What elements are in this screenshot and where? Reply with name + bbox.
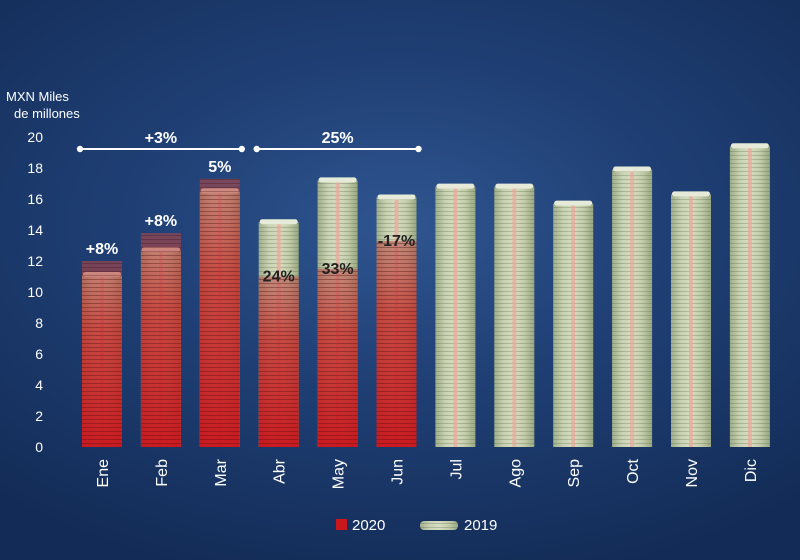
y-axis-title: MXN Miles de millones — [6, 89, 80, 121]
y-tick-label: 14 — [27, 222, 43, 238]
y-tick-label: 10 — [27, 284, 43, 300]
bracket: 25% — [253, 130, 422, 153]
data-label: 33% — [322, 261, 354, 278]
data-label: +8% — [86, 241, 118, 258]
y-tick-label: 4 — [35, 377, 43, 393]
bar-2020 — [317, 268, 358, 447]
x-tick-label: Jun — [390, 459, 407, 485]
y-tick-label: 18 — [27, 160, 43, 176]
bar-2019 — [435, 183, 476, 447]
brackets: +3% 25% — [76, 130, 422, 153]
bar-2020 — [82, 261, 122, 447]
bar-2020 — [140, 233, 181, 447]
bar-2019 — [553, 200, 594, 447]
bracket-label: 25% — [322, 130, 354, 147]
bar-2019 — [671, 191, 711, 447]
y-tick-label: 16 — [27, 191, 43, 207]
legend-swatch-2019 — [420, 521, 458, 530]
x-tick-label: Dic — [743, 459, 760, 482]
data-labels: +8% +8% 5% 24% 33% -17% — [86, 159, 415, 286]
legend-label-2019: 2019 — [464, 517, 497, 534]
y-tick-label: 8 — [35, 315, 43, 331]
x-tick-label: Nov — [684, 459, 701, 487]
x-tick-label: Mar — [213, 458, 230, 486]
data-label: 5% — [208, 159, 231, 176]
y-axis-title-line-1: MXN Miles — [6, 89, 69, 104]
bar-2019 — [729, 143, 770, 448]
data-label: +8% — [145, 213, 177, 230]
bar-2020 — [258, 276, 299, 447]
y-tick-label: 2 — [35, 408, 43, 424]
series-2020 — [82, 178, 417, 447]
x-tick-label: Feb — [154, 459, 171, 487]
y-tick-label: 6 — [35, 346, 43, 362]
x-tick-label: Ago — [507, 459, 524, 488]
x-tick-label: Sep — [566, 459, 583, 488]
y-tick-label: 12 — [27, 253, 43, 269]
x-tick-label: Jul — [448, 459, 465, 479]
series-2019 — [82, 143, 770, 448]
bar-2020 — [376, 240, 417, 447]
bar-2019 — [612, 166, 653, 448]
y-axis-title-line-2: de millones — [14, 106, 80, 121]
y-tick-label: 0 — [35, 439, 43, 455]
legend-label-2020: 2020 — [352, 517, 385, 534]
y-axis: 0 2 4 6 8 10 12 14 16 18 20 — [27, 129, 43, 455]
y-tick-label: 20 — [27, 129, 43, 145]
x-tick-label: Ene — [95, 459, 112, 488]
legend-swatch-2020 — [336, 519, 347, 530]
x-tick-label: May — [331, 459, 348, 489]
bar-2020 — [199, 178, 240, 447]
x-tick-label: Abr — [272, 458, 289, 484]
bracket-label: +3% — [145, 130, 177, 147]
x-tick-label: Oct — [625, 458, 642, 483]
bracket: +3% — [76, 130, 245, 153]
data-label: -17% — [378, 233, 415, 250]
x-axis: Ene Feb Mar Abr May Jun Jul Ago Sep Oct Nov Dic — [95, 458, 760, 489]
data-label: 24% — [263, 269, 295, 286]
bar-2019 — [494, 183, 535, 447]
legend: 2020 2019 — [336, 517, 497, 534]
